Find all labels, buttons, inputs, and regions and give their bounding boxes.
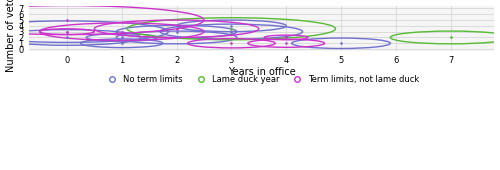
Y-axis label: Number of vetoes: Number of vetoes (6, 0, 16, 72)
X-axis label: Years in office: Years in office (228, 67, 296, 78)
Legend: No term limits, Lame duck year, Term limits, not lame duck: No term limits, Lame duck year, Term lim… (100, 72, 423, 87)
